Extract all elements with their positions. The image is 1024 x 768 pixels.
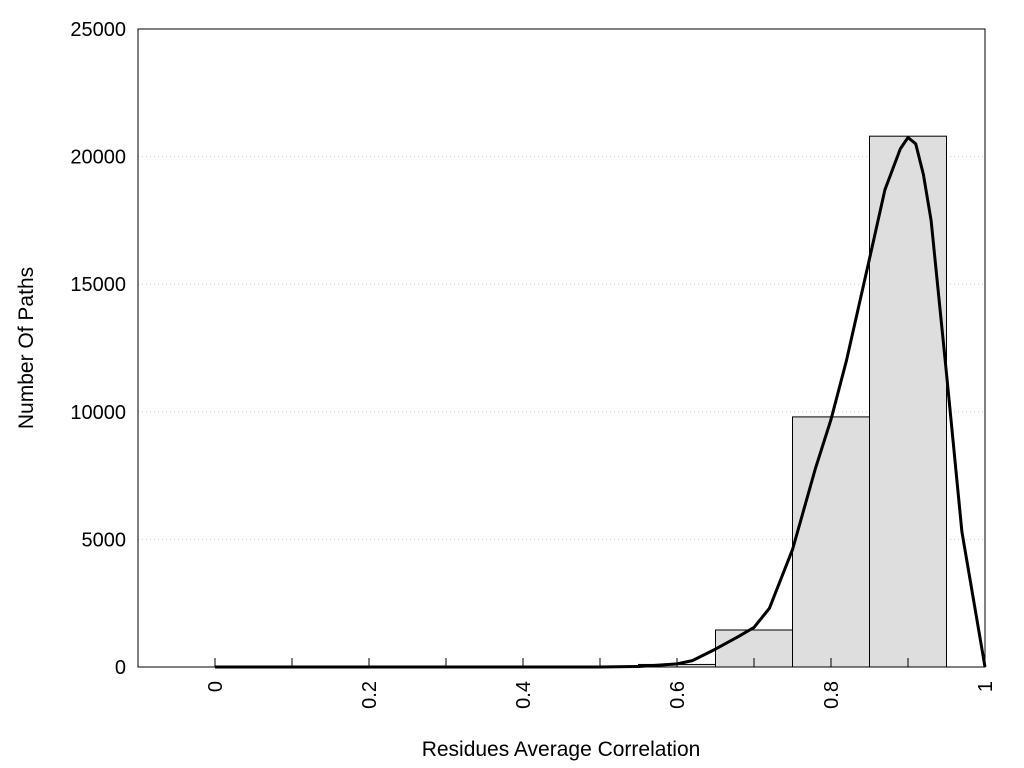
x-tick-label: 0.6 [667,681,689,709]
y-axis-title: Number Of Paths [15,267,38,429]
x-axis-title: Residues Average Correlation [422,738,701,761]
x-tick-label: 0 [205,681,227,692]
x-tick-label: 0.8 [821,681,843,709]
x-tick-label: 0.4 [513,681,535,709]
y-tick-label: 5000 [82,529,127,551]
histogram-bar [869,135,947,668]
plot-frame [137,28,986,668]
histogram-bars [638,135,947,668]
y-tick-label: 10000 [70,402,126,424]
x-tick-label: 1 [975,681,997,692]
y-tick-label: 0 [115,657,126,679]
y-tick-label: 25000 [70,19,126,41]
y-tick-label: 15000 [70,274,126,296]
y-axis: 0 5000 10000 15000 20000 25000 [70,19,126,679]
x-tick-label: 0.2 [359,681,381,709]
y-tick-label: 20000 [70,147,126,169]
x-axis: 0 0.2 0.4 0.6 0.8 1 [205,658,997,709]
histogram-bar [792,416,870,668]
